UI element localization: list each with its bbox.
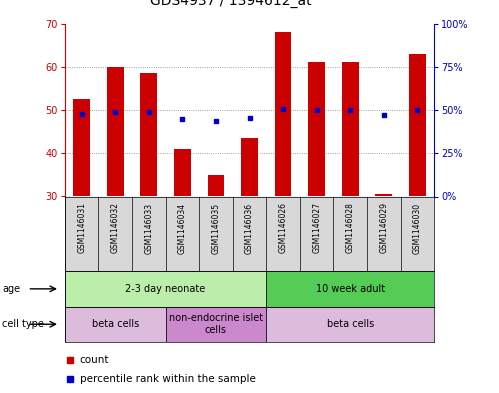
Text: GSM1146027: GSM1146027 xyxy=(312,202,321,253)
Text: GSM1146026: GSM1146026 xyxy=(278,202,287,253)
Text: GDS4937 / 1394612_at: GDS4937 / 1394612_at xyxy=(150,0,312,8)
Text: GSM1146032: GSM1146032 xyxy=(111,202,120,253)
Bar xyxy=(65,307,166,342)
Bar xyxy=(266,271,434,307)
Bar xyxy=(73,99,90,196)
Bar xyxy=(342,62,359,196)
Text: 2-3 day neonate: 2-3 day neonate xyxy=(125,284,206,294)
Bar xyxy=(208,175,225,196)
Text: count: count xyxy=(80,354,109,365)
Text: non-endocrine islet
cells: non-endocrine islet cells xyxy=(169,314,263,335)
Text: GSM1146033: GSM1146033 xyxy=(144,202,153,253)
Text: cell type: cell type xyxy=(2,319,44,329)
Bar xyxy=(65,271,266,307)
Text: GSM1146030: GSM1146030 xyxy=(413,202,422,253)
Bar xyxy=(140,73,157,196)
Text: beta cells: beta cells xyxy=(92,319,139,329)
Bar xyxy=(409,54,426,196)
Bar xyxy=(241,138,258,196)
Bar xyxy=(308,62,325,196)
Text: GSM1146036: GSM1146036 xyxy=(245,202,254,253)
Bar xyxy=(174,149,191,196)
Text: GSM1146035: GSM1146035 xyxy=(212,202,221,253)
Text: beta cells: beta cells xyxy=(326,319,374,329)
Text: GSM1146031: GSM1146031 xyxy=(77,202,86,253)
Text: GSM1146029: GSM1146029 xyxy=(379,202,388,253)
Bar xyxy=(107,67,124,196)
Text: age: age xyxy=(2,284,20,294)
Bar xyxy=(166,307,266,342)
Bar xyxy=(274,32,291,196)
Bar xyxy=(266,307,434,342)
Bar xyxy=(375,194,392,196)
Text: percentile rank within the sample: percentile rank within the sample xyxy=(80,374,255,384)
Text: 10 week adult: 10 week adult xyxy=(316,284,385,294)
Text: GSM1146034: GSM1146034 xyxy=(178,202,187,253)
Text: GSM1146028: GSM1146028 xyxy=(346,202,355,253)
